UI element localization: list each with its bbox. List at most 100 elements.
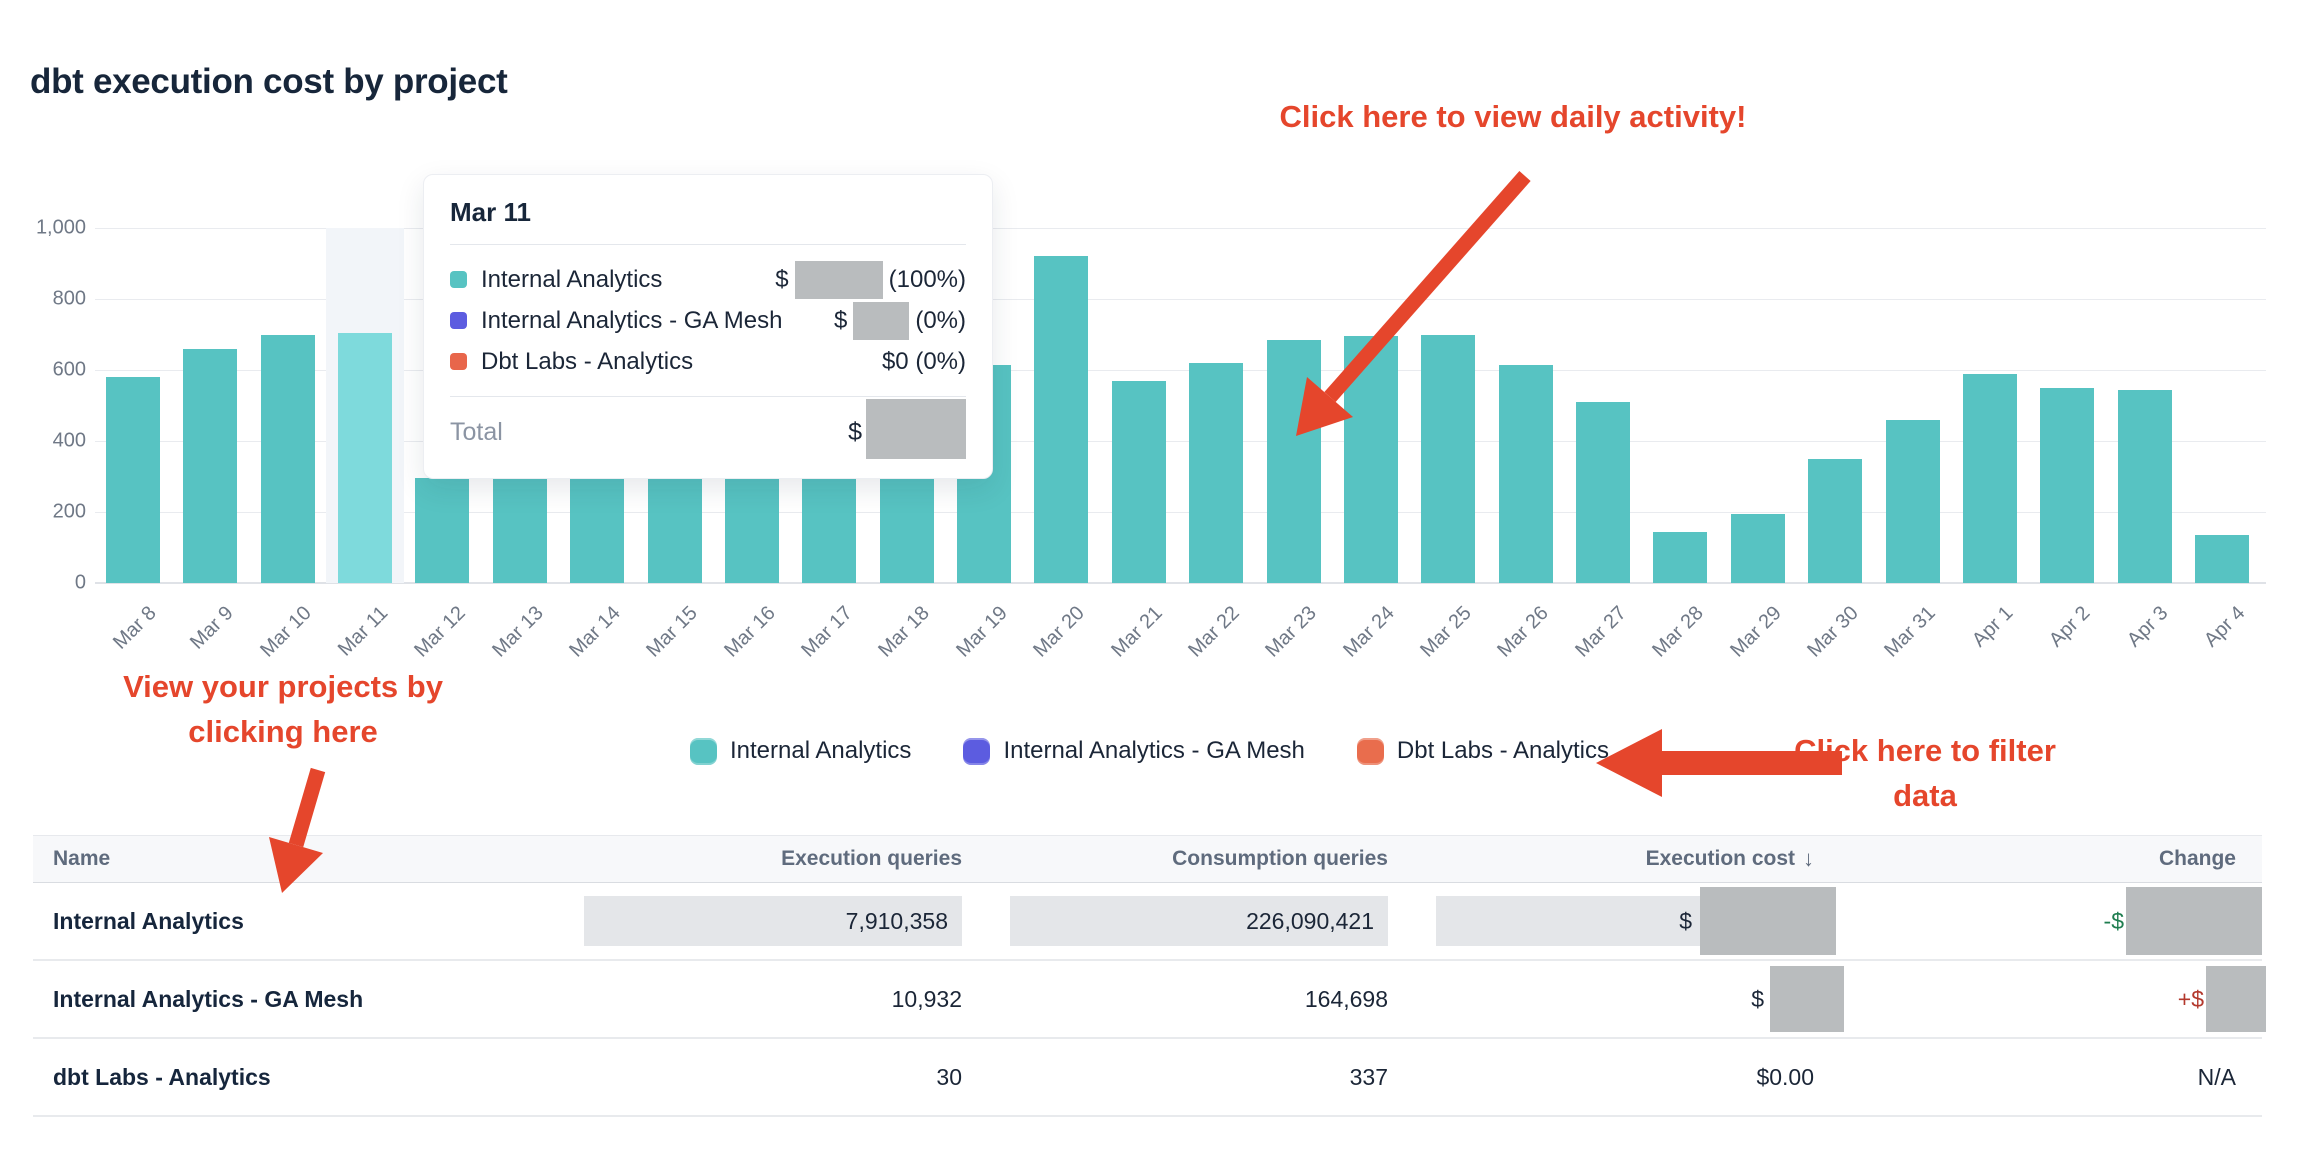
bar-mar-17[interactable] (802, 478, 857, 583)
tooltip-value: $ (0%) (834, 301, 966, 340)
x-axis-tick-label: Mar 25 (1416, 602, 1476, 662)
x-axis-tick-label: Mar 30 (1803, 602, 1863, 662)
execution-cost-bar-chart: 0 200 400 600 800 1,000 Mar 8 Mar 9 Mar 10 Mar 11… (35, 216, 2266, 662)
table-header: Name Execution queries Consumption queri… (33, 835, 2262, 883)
chart-tooltip: Mar 11 Internal Analytics $ (100%) Intern… (423, 174, 993, 479)
execution-queries-value: 7,910,358 (584, 896, 962, 946)
table-row-internal-analytics[interactable]: Internal Analytics 7,910,358 226,090,421… (33, 883, 2262, 961)
tooltip-row: Dbt Labs - Analytics $0 (0%) (450, 341, 966, 382)
bar-mar-20[interactable] (1034, 256, 1089, 583)
change-value: N/A (2197, 1063, 2236, 1090)
bar-mar-22[interactable] (1189, 362, 1244, 583)
y-axis-tick-label: 1,000 (35, 216, 86, 239)
bar-mar-25[interactable] (1421, 334, 1476, 583)
bar-mar-15[interactable] (647, 478, 702, 583)
divider (450, 396, 966, 397)
bar-apr-4[interactable] (2194, 535, 2249, 583)
annotation-filter-data: Click here to filter data (1794, 733, 2056, 813)
x-axis-tick-label: Mar 28 (1648, 602, 1708, 662)
divider (450, 244, 966, 245)
x-axis-tick-label: Apr 2 (2045, 602, 2095, 652)
x-axis-tick-label: Mar 22 (1184, 602, 1244, 662)
y-axis-tick-label: 0 (74, 571, 86, 594)
x-axis-tick-label: Mar 17 (797, 602, 857, 662)
bar-mar-14[interactable] (570, 478, 625, 583)
consumption-queries-value: 164,698 (1304, 985, 1388, 1012)
redacted-value (1700, 887, 1836, 955)
table-row-ga-mesh[interactable]: Internal Analytics - GA Mesh 10,932 164,… (33, 961, 2266, 1039)
column-execution-queries[interactable]: Execution queries (781, 847, 962, 870)
bar-mar-21[interactable] (1111, 380, 1166, 583)
execution-cost-value: $ (1436, 887, 1836, 955)
bar-mar-18[interactable] (879, 478, 934, 583)
column-consumption-queries[interactable]: Consumption queries (1172, 847, 1388, 870)
legend-item-internal-analytics[interactable]: Internal Analytics (690, 737, 911, 765)
projects-table: Name Execution queries Consumption queri… (33, 835, 2266, 1117)
x-axis-tick-label: Mar 19 (952, 602, 1012, 662)
legend-item-dbt-labs[interactable]: Dbt Labs - Analytics (1356, 737, 1609, 765)
bar-mar-23[interactable] (1266, 339, 1321, 583)
tooltip-value: $0 (0%) (881, 347, 966, 375)
legend-swatch-teal (690, 737, 717, 765)
table-row-dbt-labs[interactable]: dbt Labs - Analytics 30 337 $0.00 N/A (33, 1039, 2262, 1117)
x-axis-tick-label: Mar 26 (1493, 602, 1554, 662)
tooltip-date: Mar 11 (450, 197, 531, 227)
series-swatch-internal-analytics (450, 271, 467, 288)
bar-mar-12[interactable] (415, 478, 470, 583)
bar-mar-26[interactable] (1498, 364, 1553, 583)
series-swatch-dbt-labs (450, 353, 467, 370)
bar-mar-28[interactable] (1653, 531, 1708, 583)
bar-mar-27[interactable] (1576, 401, 1631, 583)
bar-mar-29[interactable] (1730, 513, 1785, 583)
bar-apr-2[interactable] (2040, 387, 2095, 583)
execution-cost-value: $0.00 (1756, 1063, 1814, 1090)
x-axis-tick-label: Mar 24 (1338, 602, 1399, 662)
chart-legend: Internal Analytics Internal Analytics - … (690, 737, 1609, 765)
bar-mar-10[interactable] (260, 334, 315, 583)
tooltip-value: $ (100%) (775, 260, 966, 299)
y-axis-tick-label: 400 (52, 429, 86, 452)
x-axis-tick-label: Mar 20 (1029, 602, 1090, 662)
bar-mar-24[interactable] (1343, 336, 1398, 583)
project-name[interactable]: dbt Labs - Analytics (53, 1063, 271, 1090)
redacted-value (866, 399, 966, 459)
x-axis-tick-label: Mar 9 (186, 602, 238, 654)
legend-item-ga-mesh[interactable]: Internal Analytics - GA Mesh (963, 737, 1305, 765)
project-name[interactable]: Internal Analytics - GA Mesh (53, 985, 364, 1012)
x-axis-tick-label: Mar 21 (1106, 602, 1167, 662)
bar-apr-1[interactable] (1962, 373, 2017, 583)
execution-queries-value: 30 (936, 1063, 962, 1090)
bar-mar-8[interactable] (106, 377, 160, 583)
column-name[interactable]: Name (53, 847, 111, 870)
y-axis-tick-label: 600 (52, 358, 86, 381)
x-axis-tick-label: Mar 14 (565, 602, 625, 662)
x-axis-tick-label: Mar 12 (410, 602, 471, 662)
column-execution-cost[interactable]: Execution cost ↓ (1645, 846, 1814, 871)
consumption-queries-value: 226,090,421 (1010, 896, 1388, 946)
x-axis-tick-label: Mar 10 (255, 602, 316, 662)
redacted-value (1770, 966, 1844, 1032)
change-value: +$ (1858, 961, 2266, 1037)
x-axis-tick-label: Mar 29 (1725, 602, 1786, 662)
execution-queries-value: 10,932 (891, 985, 962, 1012)
gridline (95, 228, 2266, 229)
gridline (95, 582, 2266, 584)
bar-mar-16[interactable] (724, 478, 779, 583)
gridline (95, 441, 2266, 442)
bar-mar-13[interactable] (492, 478, 547, 583)
gridline (95, 512, 2266, 513)
bar-mar-30[interactable] (1808, 458, 1863, 583)
redacted-value (853, 301, 910, 340)
gridline (95, 299, 2266, 300)
sort-desc-icon: ↓ (1803, 846, 1814, 871)
bar-mar-11[interactable] (338, 332, 393, 583)
bar-mar-9[interactable] (183, 348, 238, 583)
project-name[interactable]: Internal Analytics (53, 907, 244, 934)
x-axis-tick-label: Apr 3 (2122, 602, 2173, 652)
x-axis-tick-label: Mar 23 (1261, 602, 1322, 662)
x-axis-tick-label: Mar 31 (1880, 602, 1941, 662)
bar-mar-31[interactable] (1885, 419, 1940, 583)
bar-apr-3[interactable] (2117, 389, 2172, 583)
column-change[interactable]: Change (2158, 847, 2236, 870)
x-axis-tick-label: Mar 16 (719, 602, 780, 662)
